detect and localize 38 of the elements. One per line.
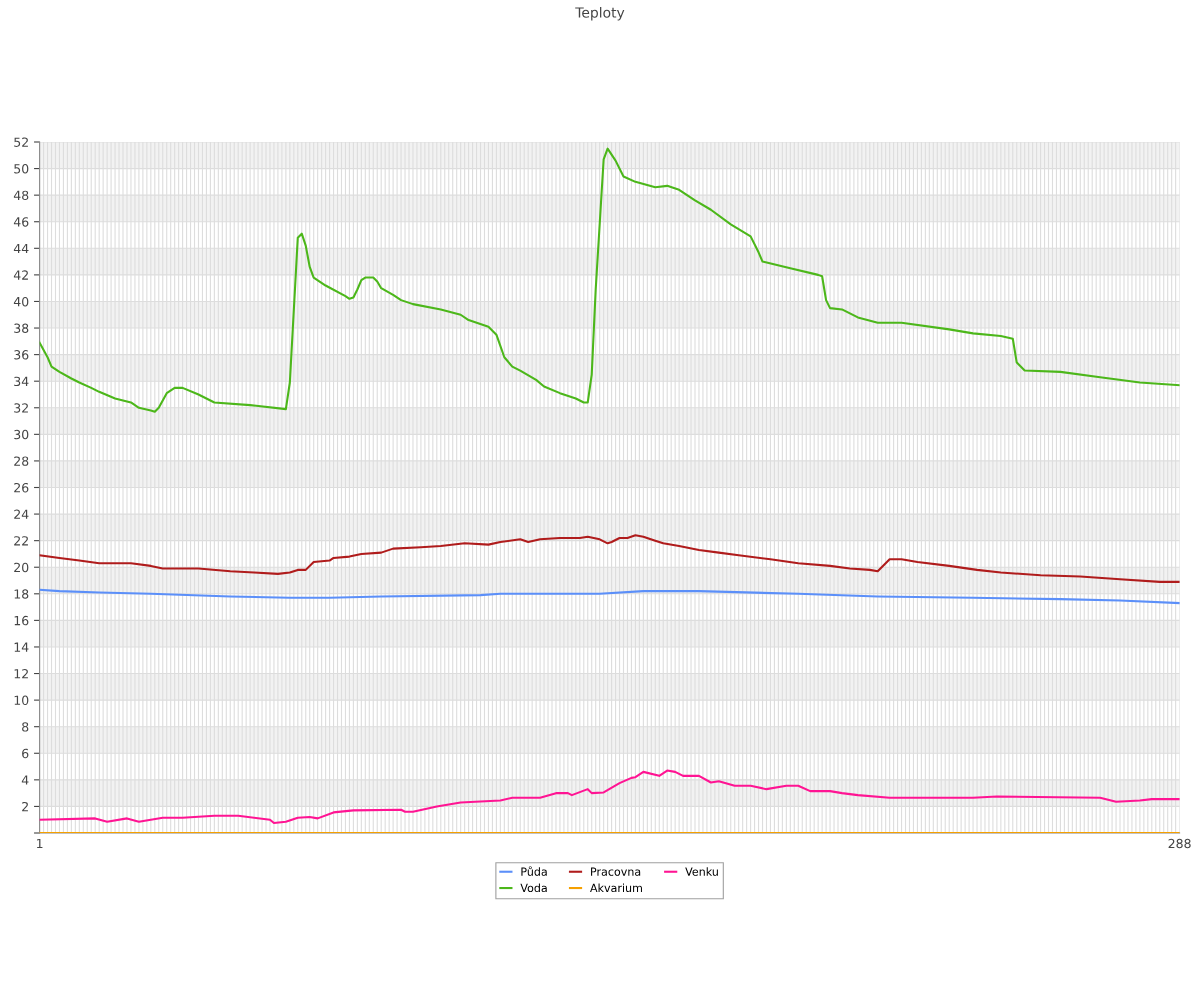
y-tick-label: 20 — [14, 562, 29, 573]
y-tick-label: 22 — [14, 536, 28, 546]
line-series — [39, 588, 1180, 605]
y-tick-label: 18 — [14, 589, 29, 599]
y-tick-label: 14 — [14, 642, 29, 652]
y-tick-label: 50 — [14, 164, 29, 174]
y-tick-label: 12 — [14, 669, 28, 679]
legend-label: Pracovna — [591, 867, 641, 876]
line-series — [39, 147, 1180, 413]
y-tick-label: 6 — [22, 748, 29, 759]
chart-title: Teploty — [575, 7, 625, 21]
x-tick-label: 288 — [1168, 838, 1191, 849]
y-tick-label: 52 — [14, 137, 28, 147]
line-series — [39, 534, 1180, 583]
y-tick-label: 4 — [21, 775, 29, 785]
y-tick-label: 42 — [13, 270, 28, 280]
y-tick-label: 8 — [22, 722, 29, 732]
legend-label: Voda — [520, 883, 547, 893]
y-tick-label: 30 — [14, 429, 29, 440]
y-tick-label: 28 — [14, 456, 29, 466]
y-tick-label: 36 — [14, 350, 29, 360]
y-tick-label: 2 — [22, 801, 28, 812]
legend-label: Venku — [685, 867, 718, 876]
y-tick-label: 26 — [14, 482, 29, 493]
y-tick-label: 32 — [14, 403, 28, 413]
x-tick-label: 1 — [37, 838, 43, 849]
legend-label: Půda — [521, 866, 547, 876]
y-tick-label: 16 — [14, 615, 29, 626]
y-tick-label: 48 — [13, 190, 29, 201]
legend-label: Akvarium — [590, 883, 642, 893]
y-tick-label: 10 — [14, 695, 29, 706]
y-tick-label: 40 — [13, 296, 29, 307]
y-tick-label: 46 — [13, 217, 29, 227]
line-series — [39, 769, 1180, 825]
y-tick-label: 44 — [13, 243, 29, 254]
y-tick-label: 34 — [14, 376, 29, 387]
y-tick-label: 24 — [14, 509, 29, 519]
y-tick-label: 38 — [14, 323, 29, 333]
